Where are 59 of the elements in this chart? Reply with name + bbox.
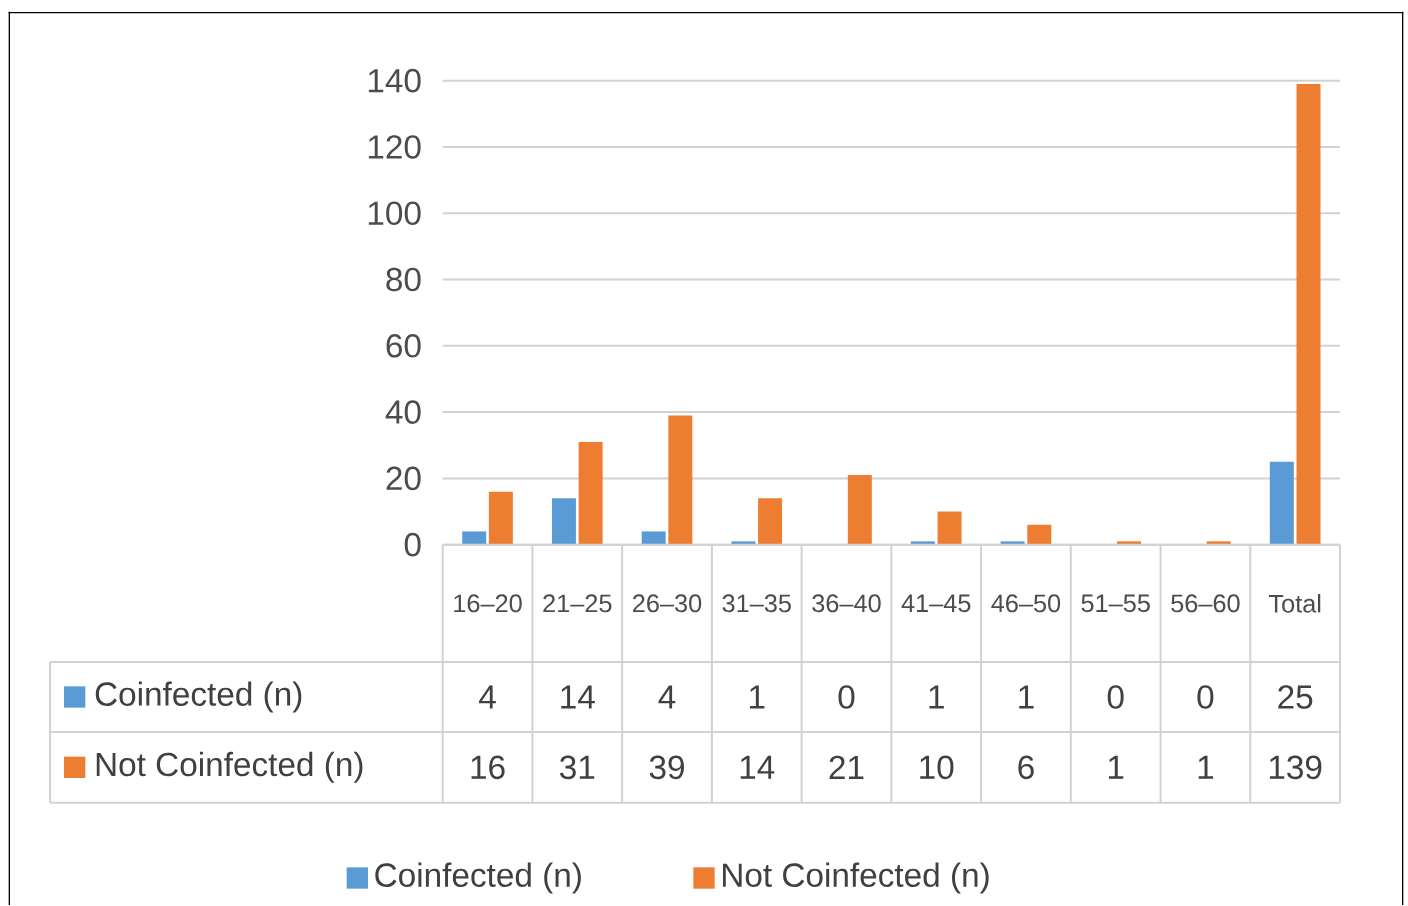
data-label: 16 <box>471 755 505 780</box>
bar <box>668 415 693 545</box>
x-tick-label: 36–40 <box>812 594 881 613</box>
bar <box>731 541 756 545</box>
data-label: 4 <box>658 685 676 709</box>
x-tick-label: Total <box>1268 594 1321 613</box>
x-tick-label: 26–30 <box>633 594 702 613</box>
x-tick-label: 16–20 <box>454 594 522 613</box>
y-tick-label: 120 <box>368 135 421 159</box>
bar <box>551 498 576 545</box>
bar <box>1117 541 1142 545</box>
data-label: 21 <box>829 755 864 779</box>
bar <box>1296 83 1321 545</box>
y-tick-label: 100 <box>368 201 421 226</box>
bar <box>488 491 513 545</box>
data-label: 4 <box>479 685 496 709</box>
y-tick-label: 0 <box>404 532 421 557</box>
x-tick-label: 31–35 <box>722 594 791 613</box>
bar <box>1000 541 1025 545</box>
data-label: 1 <box>1108 755 1124 779</box>
bar <box>1027 524 1052 545</box>
x-tick-label: 51–55 <box>1081 594 1150 613</box>
data-label: 1 <box>1198 755 1214 779</box>
y-tick-label: 40 <box>385 400 421 424</box>
y-tick-label: 140 <box>368 68 421 93</box>
data-label: 0 <box>838 685 855 709</box>
data-label: 0 <box>1107 685 1124 709</box>
bar <box>910 541 935 545</box>
data-label: 139 <box>1269 755 1322 780</box>
x-tick-label: 21–25 <box>543 594 612 613</box>
text: Not Coinfected (n) <box>723 862 989 894</box>
bar <box>641 531 666 545</box>
data-label: 1 <box>750 685 765 709</box>
data-label: 25 <box>1278 685 1313 709</box>
data-label: 14 <box>740 755 775 779</box>
y-tick-label: 20 <box>386 466 421 491</box>
data-label: 14 <box>561 685 595 709</box>
x-tick-label: 46–50 <box>991 594 1061 613</box>
x-tick-label: 56–60 <box>1171 594 1240 613</box>
bar <box>937 511 962 545</box>
bar <box>758 498 783 545</box>
text: Coinfected (n) <box>375 862 581 894</box>
bar <box>847 475 872 545</box>
data-label: 0 <box>1197 685 1214 709</box>
legend-label: Coinfected (n) <box>95 681 302 713</box>
data-label: 1 <box>1019 685 1034 709</box>
bar <box>578 441 603 545</box>
bar <box>1269 461 1294 545</box>
bar <box>462 531 487 545</box>
data-label: 31 <box>560 755 595 780</box>
legend-label: Not Coinfected (n) <box>96 751 363 783</box>
bar <box>1206 541 1231 545</box>
data-label: 6 <box>1018 755 1034 780</box>
data-label: 39 <box>649 755 684 780</box>
data-label: 1 <box>929 685 944 709</box>
data-label: 10 <box>920 755 954 780</box>
x-tick-label: 41–45 <box>901 594 971 613</box>
y-tick-label: 60 <box>386 334 421 358</box>
y-tick-label: 80 <box>386 267 421 292</box>
